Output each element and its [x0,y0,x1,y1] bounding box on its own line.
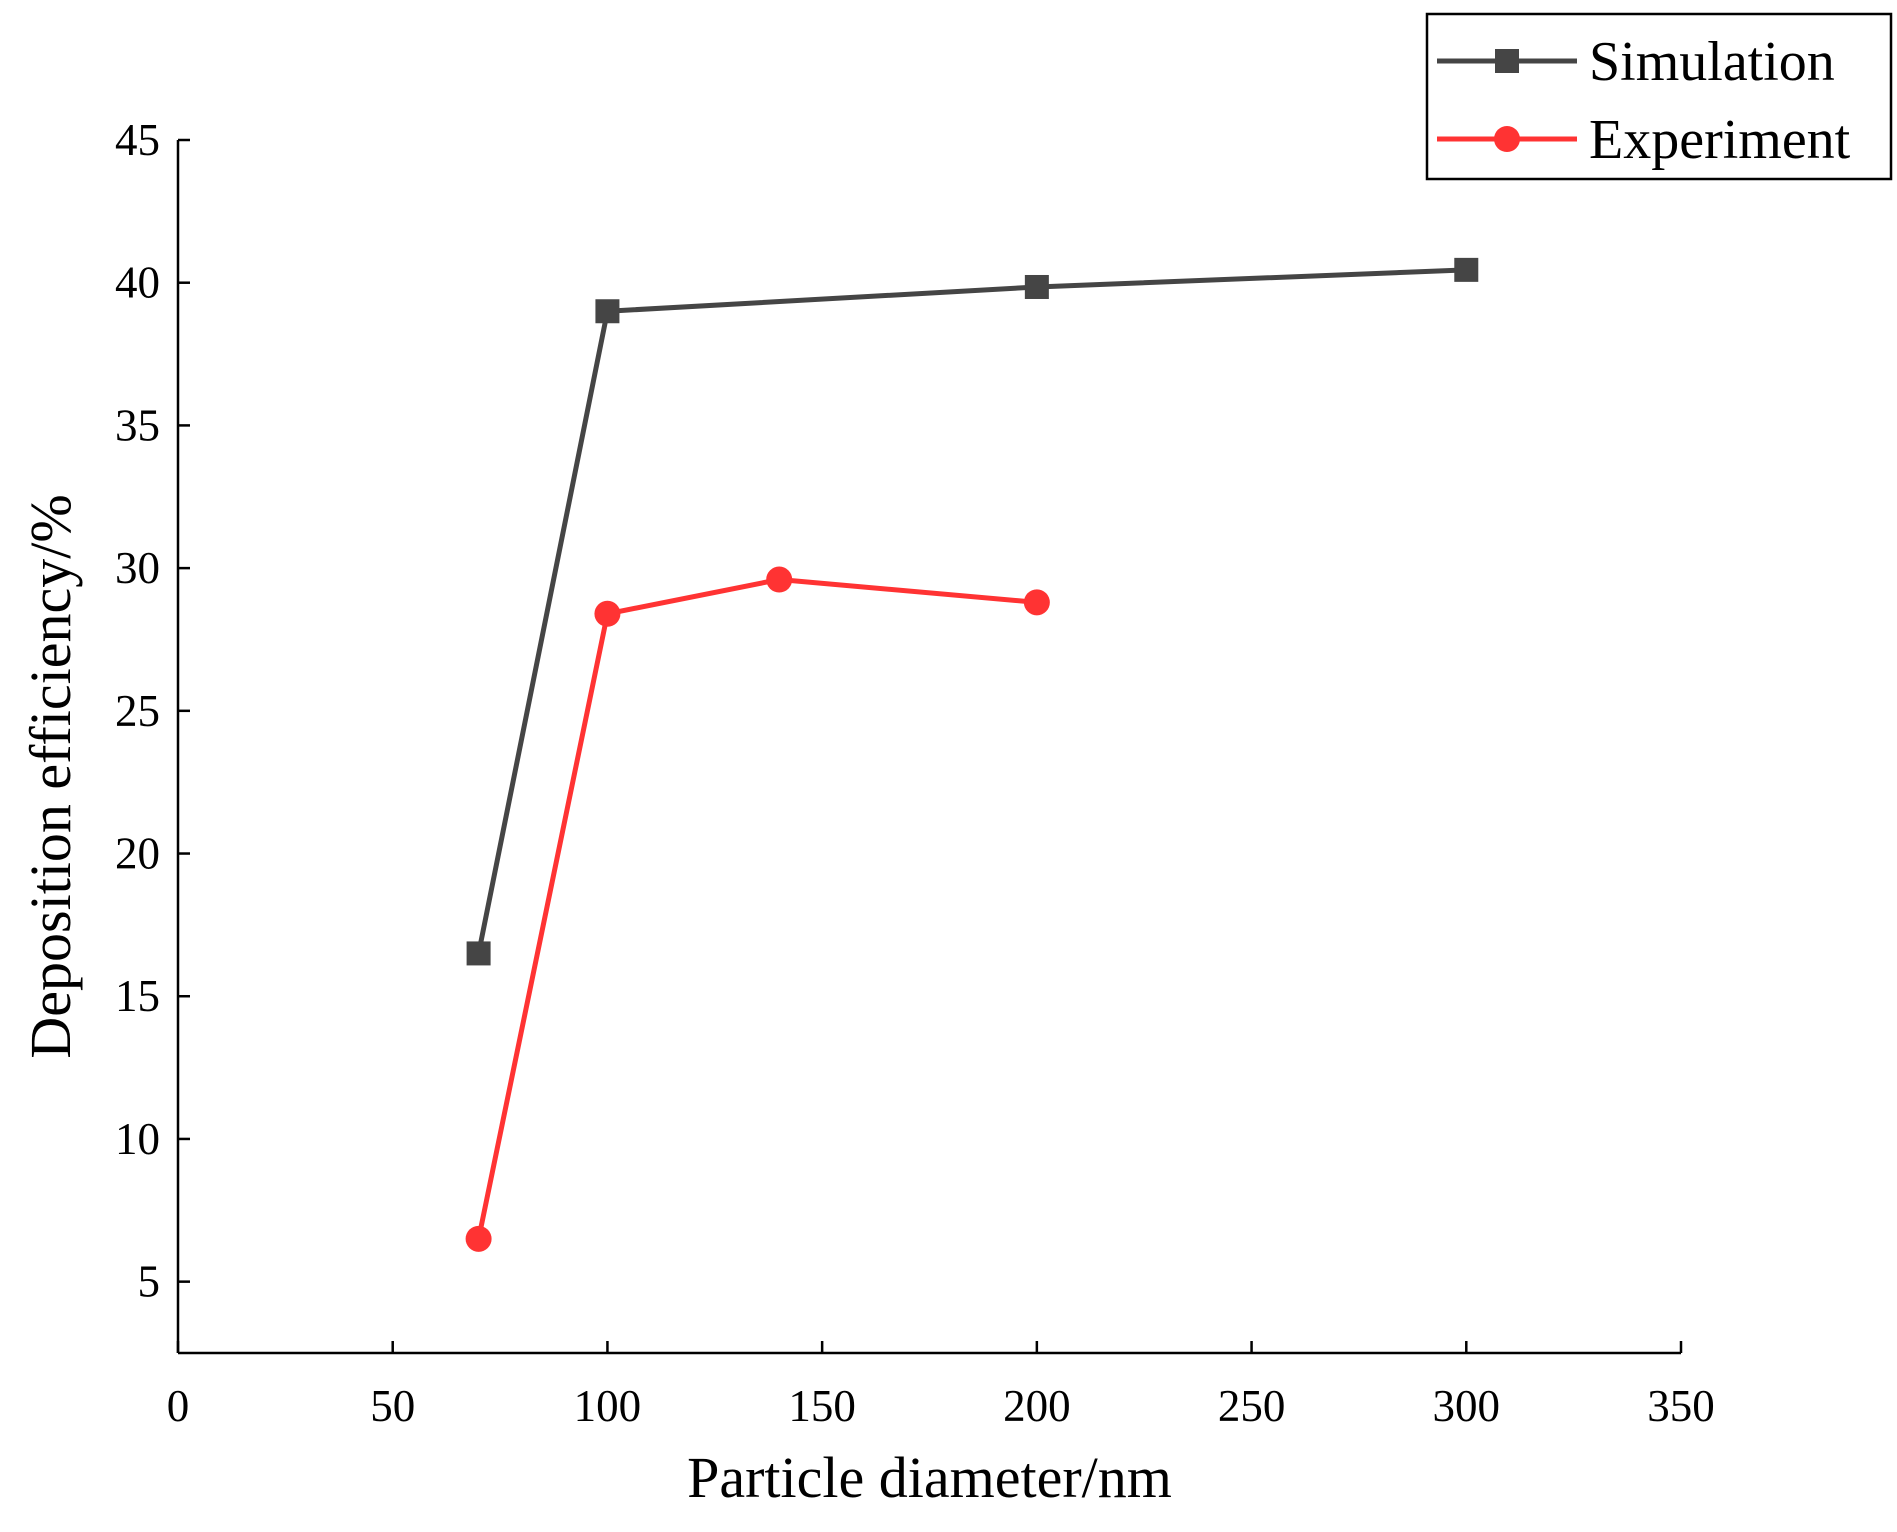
simulation-point [1454,257,1479,282]
x-tick-label: 350 [1647,1381,1715,1431]
x-axis-title: Particle diameter/nm [687,1445,1172,1510]
y-tick-label: 45 [115,115,160,165]
y-tick-label: 15 [115,971,160,1021]
simulation-point [466,941,491,966]
experiment-point [465,1225,492,1252]
experiment-line [476,577,1038,1240]
simulation-line [476,267,1467,954]
x-tick-label: 150 [788,1381,856,1431]
y-tick-label: 25 [115,686,160,736]
x-tick-label: 50 [370,1381,415,1431]
y-tick-label: 10 [115,1114,160,1164]
y-tick-label: 35 [115,400,160,450]
series-simulation [466,257,1479,966]
legend-label-experiment: Experiment [1589,109,1851,171]
x-tick-label: 0 [167,1381,190,1431]
series-experiment [465,566,1050,1252]
y-tick-label: 5 [138,1257,161,1307]
legend: Simulation Experiment [1425,12,1893,181]
experiment-point [766,566,793,593]
x-tick-label: 300 [1433,1381,1501,1431]
y-tick-label: 30 [115,543,160,593]
y-tick-label: 20 [115,829,160,879]
x-tick-label: 100 [574,1381,642,1431]
simulation-point [595,299,620,324]
simulation-point [1024,274,1049,299]
legend-marker-simulation [1495,49,1519,73]
legend-label-simulation: Simulation [1589,31,1835,93]
axes: 0 50 100 150 200 250 300 350 5 10 15 20 25 30 35 40 45 [115,115,1715,1431]
x-tick-label: 250 [1218,1381,1286,1431]
experiment-point [594,600,621,627]
series-layer [465,257,1479,1252]
legend-marker-experiment [1494,126,1520,152]
experiment-point [1023,589,1050,616]
y-tick-label: 40 [115,258,160,308]
y-axis-title: Deposition efficiency/% [18,494,83,1058]
x-tick-label: 200 [1003,1381,1071,1431]
